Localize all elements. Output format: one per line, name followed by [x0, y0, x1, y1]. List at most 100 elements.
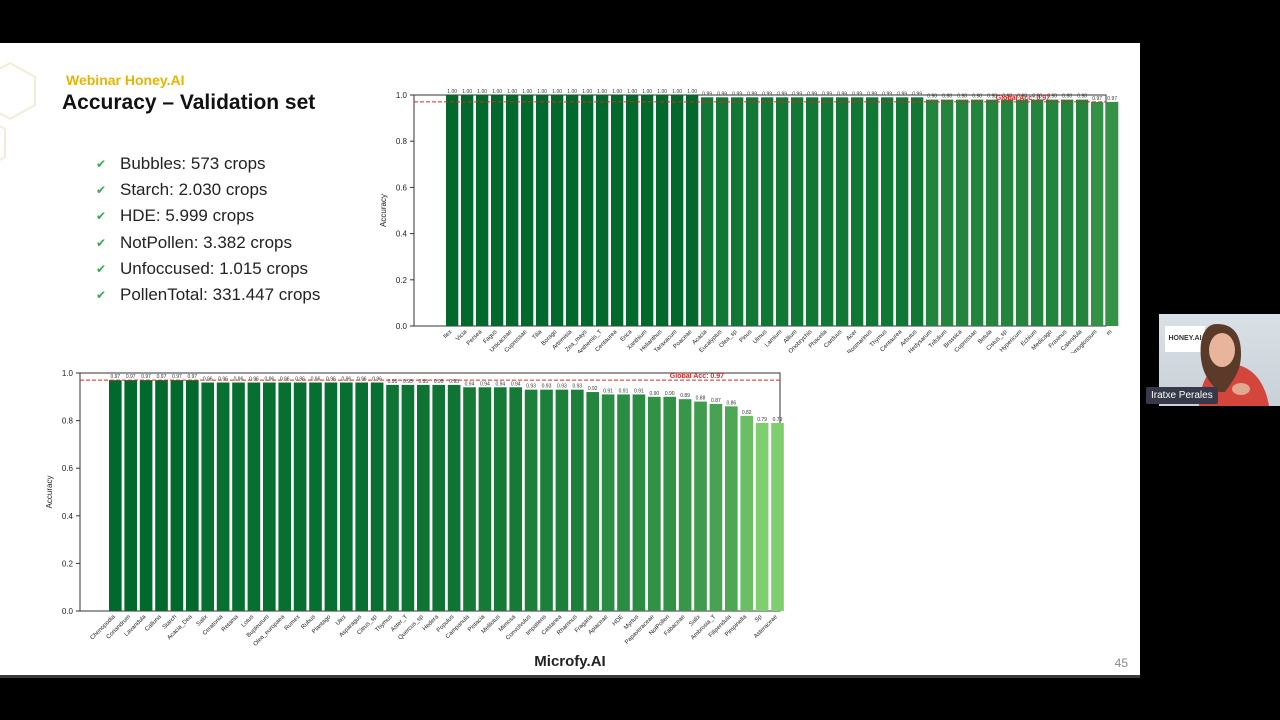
bar [463, 387, 476, 611]
brand-label: Webinar Honey.AI [66, 72, 185, 88]
y-tick-label: 0.6 [396, 183, 408, 192]
x-tick-label: Sp [754, 614, 764, 624]
bar-value-label: 0.95 [388, 379, 398, 385]
y-tick-label: 0.6 [62, 464, 74, 473]
bar [506, 95, 519, 326]
check-icon: ✔ [96, 183, 107, 198]
bar [432, 384, 446, 611]
bar [656, 95, 669, 326]
bar-value-label: 0.97 [1092, 96, 1102, 102]
global-accuracy-label: Global Acc: 0.97 [996, 95, 1050, 102]
bullet-item: ✔ Bubbles: 573 crops [96, 151, 320, 177]
bar-value-label: 0.82 [742, 410, 752, 416]
bar [851, 97, 864, 326]
bar [355, 382, 369, 611]
bar-value-label: 0.94 [495, 381, 505, 387]
bar-value-label: 0.99 [852, 91, 862, 97]
bar-value-label: 1.00 [657, 89, 667, 95]
x-tick-label: Ulex [335, 614, 348, 627]
bar-value-label: 0.98 [1017, 94, 1027, 100]
y-tick-label: 0.4 [62, 512, 74, 521]
x-tick-label: Salix [688, 614, 701, 627]
bar-value-label: 1.00 [612, 89, 622, 95]
bar-value-label: 0.99 [912, 91, 922, 97]
bar [1001, 99, 1014, 327]
bar-value-label: 0.96 [234, 377, 244, 383]
bar-value-label: 0.96 [341, 377, 351, 383]
bar-value-label: 0.96 [372, 377, 382, 383]
bar-value-label: 1.00 [687, 89, 697, 95]
bullet-item: ✔ PollenTotal: 331.447 crops [96, 282, 320, 308]
bar-value-label: 0.93 [542, 384, 552, 390]
bar-value-label: 0.92 [588, 386, 598, 392]
bar-value-label: 0.99 [807, 91, 817, 97]
bar-value-label: 0.99 [882, 91, 892, 97]
bar [139, 380, 153, 611]
bar [1076, 99, 1089, 327]
bar [771, 422, 784, 611]
bar-value-label: 0.99 [897, 91, 907, 97]
accuracy-chart-bottom: 0.00.20.40.60.81.0Accuracy0.97Chenopodia… [45, 369, 784, 648]
bar [601, 394, 615, 611]
bar-value-label: 0.99 [837, 91, 847, 97]
bar-value-label: 0.96 [203, 377, 213, 383]
bar [1061, 99, 1074, 327]
bar [911, 97, 924, 326]
bar-value-label: 0.99 [867, 91, 877, 97]
bar-value-label: 0.89 [680, 393, 690, 399]
bar [596, 95, 609, 326]
bar-value-label: 0.97 [157, 374, 167, 380]
bar [716, 97, 729, 326]
bullet-item: ✔ NotPollen: 3.382 crops [96, 230, 320, 256]
x-tick-label: Rumex [284, 614, 302, 632]
bar-value-label: 1.00 [642, 89, 652, 95]
bar-value-label: 0.99 [792, 91, 802, 97]
bar-value-label: 1.00 [462, 89, 472, 95]
bar [278, 382, 292, 611]
bar-value-label: 0.96 [249, 377, 259, 383]
bar-value-label: 0.93 [526, 384, 536, 390]
bar-value-label: 0.98 [1047, 94, 1057, 100]
bar [555, 389, 569, 611]
webcam-logo: HONEY.AI [1165, 326, 1205, 352]
y-tick-label: 0.2 [396, 276, 408, 285]
bar-value-label: 0.93 [572, 384, 582, 390]
y-tick-label: 0.4 [396, 230, 408, 239]
bar-value-label: 0.99 [747, 91, 757, 97]
bar [1046, 99, 1059, 327]
check-icon: ✔ [96, 235, 107, 250]
bar [536, 95, 549, 326]
bar-value-label: 1.00 [522, 89, 532, 95]
bar-value-label: 0.95 [418, 379, 428, 385]
bar-value-label: 0.97 [126, 374, 136, 380]
bar-value-label: 0.91 [634, 388, 644, 394]
bar [776, 97, 789, 326]
video-progress-bar[interactable] [0, 675, 1140, 678]
x-tick-label: Persea [466, 329, 484, 347]
bar-value-label: 0.99 [702, 91, 712, 97]
bar-value-label: 0.98 [927, 94, 937, 100]
page-number: 45 [1114, 656, 1128, 670]
bar [521, 95, 534, 326]
bar [263, 382, 276, 611]
bar-value-label: 0.99 [762, 91, 772, 97]
bar [170, 380, 184, 611]
bar [551, 95, 564, 326]
bar [896, 97, 909, 326]
bar [201, 382, 215, 611]
bar [232, 382, 245, 611]
bar-value-label: 0.94 [511, 381, 521, 387]
bar [836, 97, 849, 326]
bar-value-label: 1.00 [537, 89, 547, 95]
bar-value-label: 0.93 [557, 384, 567, 390]
bar-value-label: 0.97 [1107, 96, 1117, 102]
presenter-name-tag: Iratxe Perales [1146, 387, 1218, 404]
bar-value-label: 0.97 [187, 374, 197, 380]
bar [524, 389, 538, 611]
bar-value-label: 0.97 [172, 374, 182, 380]
bar [571, 389, 584, 611]
bar-value-label: 0.91 [603, 388, 613, 394]
y-tick-label: 0.0 [396, 322, 408, 331]
y-tick-label: 0.0 [62, 607, 74, 616]
bar-value-label: 1.00 [597, 89, 607, 95]
